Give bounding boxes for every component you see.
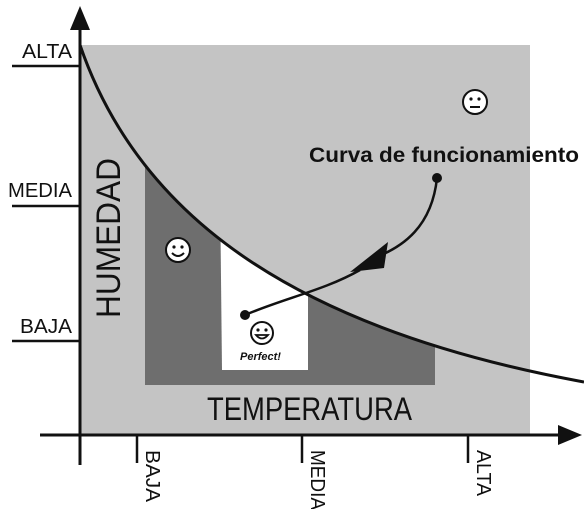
- neutral-face: [462, 89, 488, 115]
- pointer-dot: [240, 310, 250, 320]
- perfect-face: [250, 321, 274, 345]
- x-label: MEDIA: [306, 450, 328, 509]
- pointer-line: [244, 268, 361, 317]
- y-label: MEDIA: [8, 180, 73, 202]
- x-label: ALTA: [472, 450, 494, 497]
- annotation: Curva de funcionamiento: [309, 144, 579, 167]
- y-axis-title: HUMEDAD: [90, 158, 128, 318]
- x-axis-title: TEMPERATURA: [207, 391, 413, 427]
- x-label: BAJA: [141, 450, 163, 503]
- curve: [78, 44, 584, 384]
- y-label: ALTA: [22, 41, 73, 63]
- perfect-label: Perfect!: [240, 351, 281, 363]
- pointer-dot: [432, 173, 442, 183]
- y-label: BAJA: [20, 316, 73, 338]
- happy-face: [165, 237, 191, 263]
- y-axis-arrow: [70, 6, 90, 30]
- pointer-head: [350, 242, 388, 272]
- x-axis-arrow: [558, 425, 582, 445]
